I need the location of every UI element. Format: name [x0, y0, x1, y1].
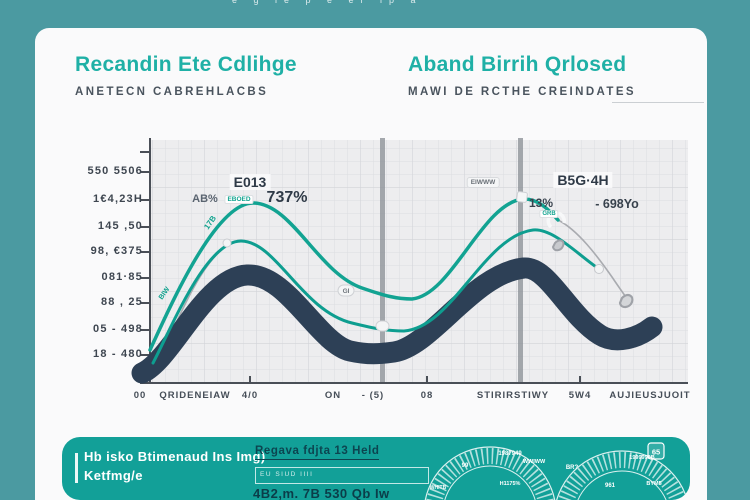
donut1-label: WHITB: [430, 485, 447, 491]
header-right-subtitle: MAWI DE RCTHE CREINDATES: [408, 86, 636, 98]
donut2-label: BYM5: [646, 481, 661, 487]
panel-center-value: 4B2,m. 7B 530 Qb Iw: [253, 486, 390, 500]
x-tick-label: ON: [324, 390, 342, 401]
x-tick-label: STIRIRSTIWY: [476, 390, 550, 401]
header-right-title: Aband Birrih Qrlosed: [408, 53, 627, 76]
badge-text: 65: [652, 448, 660, 457]
peak2-left-label: 13%: [528, 196, 554, 210]
donut1-label: 1987949: [498, 451, 522, 457]
marker-pill-1: GI: [337, 284, 355, 297]
panel-left-title-line1: Hb isko Btimenaud Ins Img): [84, 449, 266, 464]
navy-wave-series: [131, 257, 663, 384]
x-tick-label: QRIDENEIAW: [159, 390, 231, 401]
peak2-value: - 698Yo: [595, 197, 639, 211]
marker-dot-end-lower: [594, 264, 604, 274]
bottom-panel: Hb isko Btimenaud Ins Img) Ketfmg/e Rega…: [62, 437, 690, 500]
top-bar: e g ie p e er ip a: [0, 0, 750, 28]
donut1-label: WWIWW: [523, 459, 546, 465]
peak2-pill: EIWWW: [466, 177, 500, 188]
y-tick-label: 98, €375: [90, 245, 143, 257]
marker-square-peak2: [516, 191, 528, 203]
x-tick-label: 08: [420, 390, 434, 401]
peak1-left-label: AB%: [192, 193, 218, 205]
marker-scribble-1: [551, 239, 565, 252]
x-tick-label: 5W4: [568, 390, 592, 401]
donut-diagram-2: [556, 450, 688, 500]
marker-scribble-2: [618, 293, 634, 309]
peak2-title: B5G·4H: [553, 172, 613, 188]
teal-lower-series: [151, 228, 601, 365]
donut2-label: 1999999B: [629, 455, 654, 461]
peak1-tag: EBOED: [224, 195, 254, 204]
y-tick-label: 88 , 25: [100, 296, 143, 308]
top-bar-text: e g ie p e er ip a: [232, 0, 423, 5]
header-right: Aband Birrih Qrlosed MAWI DE RCTHE CREIN…: [408, 53, 636, 98]
radial-diagrams: 1987949 99 WWIWW H1175% WHITB BR? 199999…: [424, 442, 688, 500]
donut-labels: 1987949 99 WWIWW H1175% WHITB BR? 199999…: [430, 451, 662, 491]
y-tick-label: 05 - 498: [93, 323, 143, 335]
y-tick-label: 550 5506: [87, 165, 143, 177]
donut1-label: H1175%: [500, 481, 521, 487]
y-tick-label: 1€4,23H: [93, 193, 143, 205]
peak1-title: E013: [229, 174, 271, 190]
x-tick-label: AUJIEUSJUOIT: [609, 390, 691, 401]
marker-dot-left: [222, 238, 232, 248]
marker-pill-1-label: GI: [343, 288, 350, 295]
panel-center-title: Regava fdjta 13 Held: [255, 445, 380, 460]
panel-center-box: EU SIUD IIII: [255, 467, 429, 484]
vertical-guide-1: [380, 138, 385, 384]
y-axis-ticks: [140, 151, 150, 356]
panel-left-accent-bar: [75, 453, 78, 483]
panel-left-title-line2: Ketfmg/e: [84, 468, 143, 483]
panel-center-box-text: EU SIUD IIII: [260, 471, 314, 478]
donut2-label: 961: [605, 483, 616, 489]
x-tick-label: 00: [133, 390, 147, 401]
header-left-title: Recandin Ete Cdlihge: [75, 53, 297, 76]
y-tick-label: 081·85: [101, 271, 143, 283]
header-left-subtitle: ANETECN CABREHLACBS: [75, 86, 269, 98]
main-card: Recandin Ete Cdlihge ANETECN CABREHLACBS…: [35, 28, 707, 500]
x-tick-label: 4/0: [241, 390, 259, 401]
peak2-sub-tag: GRB: [539, 210, 559, 218]
donut-diagram-1: [424, 446, 556, 500]
header-left: Recandin Ete Cdlihge ANETECN CABREHLACBS: [75, 53, 297, 98]
donut1-label: 99: [462, 463, 469, 469]
x-tick-label: - (5): [361, 390, 385, 401]
y-tick-label: 18 - 480: [93, 348, 143, 360]
donut2-label: BR?: [566, 465, 579, 471]
header-divider-line: [612, 102, 704, 103]
marker-pill-2: [375, 320, 390, 332]
y-tick-label: 145 ,50: [97, 220, 143, 232]
badge-icon: 65: [647, 442, 665, 460]
peak1-value: 737%: [266, 189, 308, 206]
